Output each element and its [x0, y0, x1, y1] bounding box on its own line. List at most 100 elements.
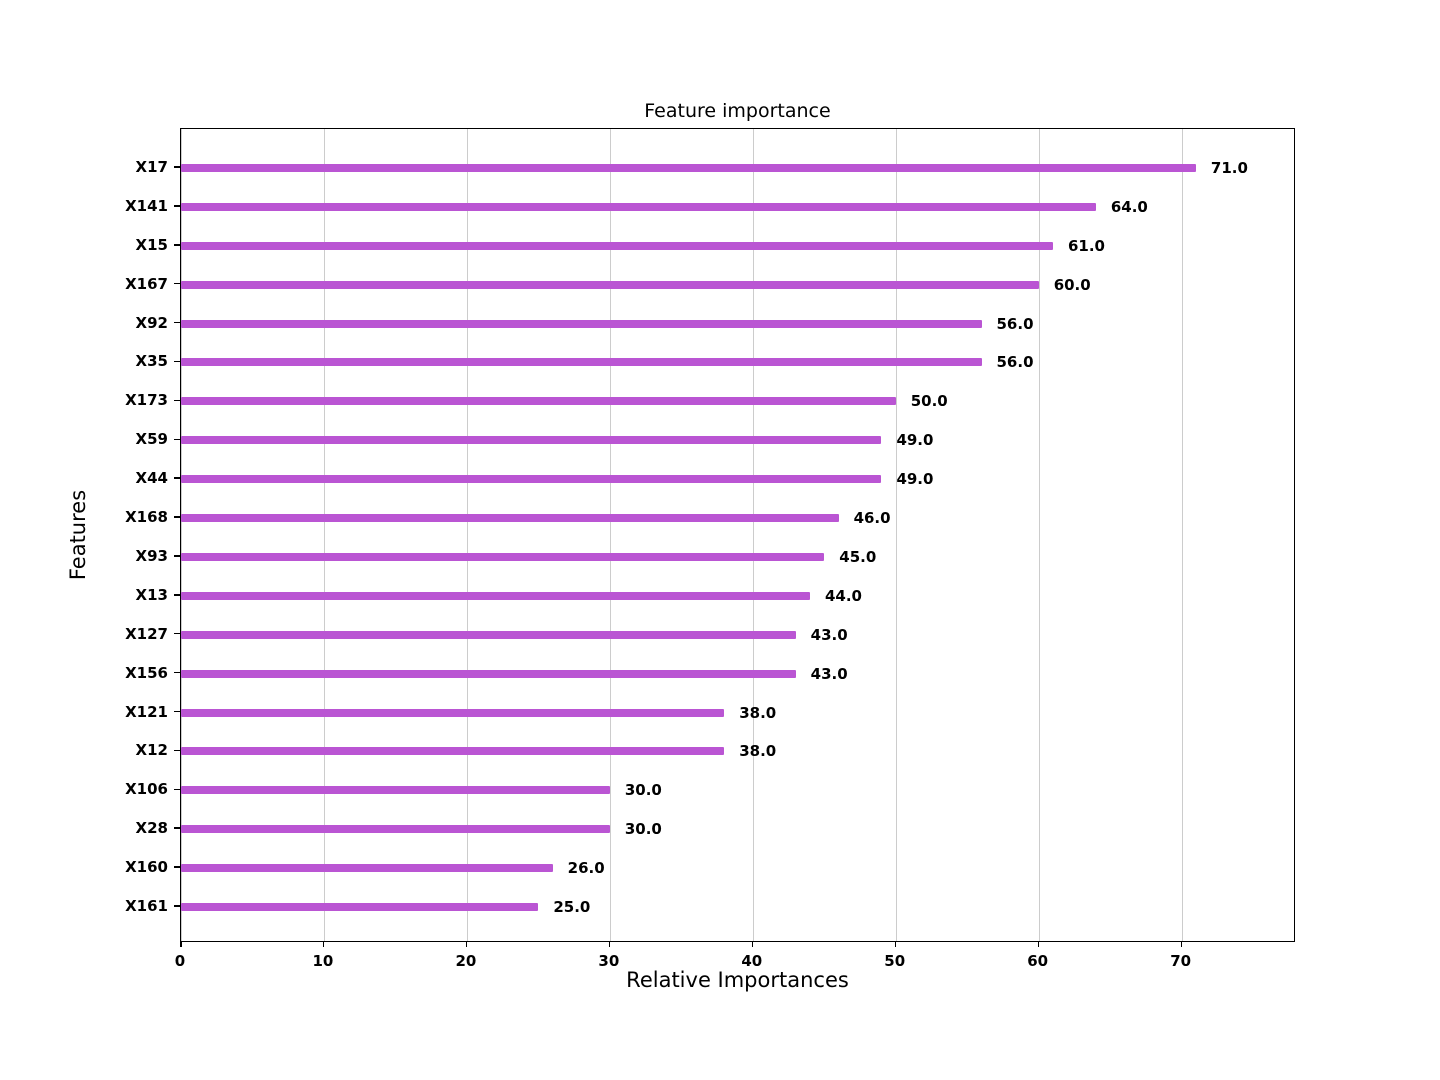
- x-tick-mark: [180, 942, 182, 947]
- bar-value-label: 38.0: [739, 742, 777, 761]
- x-axis-label: Relative Importances: [626, 968, 849, 992]
- x-tick-mark: [1037, 942, 1040, 947]
- bar-x168: [181, 514, 839, 523]
- chart-title: Feature importance: [644, 100, 831, 122]
- bar-value-label: 43.0: [810, 625, 848, 644]
- y-tick-label: X168: [125, 508, 168, 527]
- y-tick-mark: [174, 399, 180, 402]
- y-tick-mark: [174, 788, 180, 791]
- bar-value-label: 30.0: [624, 781, 662, 800]
- bar-x28: [181, 825, 610, 834]
- y-tick-label: X17: [135, 158, 168, 176]
- y-tick-label: X160: [125, 858, 168, 877]
- y-tick-mark: [174, 205, 180, 207]
- gridline: [1038, 129, 1040, 941]
- bar-value-label: 45.0: [839, 547, 877, 566]
- y-tick-label: X167: [125, 274, 168, 293]
- x-tick-mark: [465, 942, 468, 947]
- y-tick-mark: [174, 710, 180, 713]
- y-tick-mark: [174, 555, 180, 557]
- gridline: [609, 129, 611, 941]
- y-axis-label: Features: [66, 489, 90, 581]
- bar-value-label: 44.0: [824, 586, 862, 605]
- bar-x141: [181, 202, 1096, 211]
- x-tick-label: 30: [598, 952, 620, 970]
- bar-x92: [181, 319, 982, 328]
- gridline: [752, 129, 754, 941]
- bar-x17: [181, 164, 1196, 172]
- y-tick-mark: [174, 866, 180, 868]
- y-tick-label: X93: [135, 546, 168, 565]
- x-tick-label: 40: [741, 952, 763, 970]
- bar-x44: [181, 475, 882, 484]
- x-tick-mark: [322, 942, 325, 947]
- bar-x167: [181, 280, 1039, 289]
- bar-x156: [181, 669, 796, 678]
- gridline: [323, 129, 325, 941]
- y-tick-label: X12: [135, 741, 168, 760]
- y-tick-mark: [174, 438, 180, 440]
- bar-x161: [181, 903, 539, 911]
- bar-x12: [181, 747, 725, 756]
- bar-value-label: 64.0: [1110, 197, 1148, 216]
- y-tick-label: X141: [125, 196, 168, 215]
- gridline: [181, 129, 182, 941]
- bar-value-label: 49.0: [896, 470, 934, 489]
- bar-value-label: 50.0: [910, 392, 948, 411]
- bar-x127: [181, 630, 796, 639]
- bar-x93: [181, 552, 825, 561]
- x-tick-label: 10: [312, 952, 334, 970]
- bar-value-label: 26.0: [567, 859, 605, 878]
- x-tick-mark: [1180, 942, 1183, 947]
- y-tick-label: X106: [125, 780, 168, 799]
- bar-value-label: 56.0: [996, 353, 1034, 372]
- y-tick-mark: [174, 905, 180, 907]
- y-tick-mark: [174, 282, 180, 285]
- bar-value-label: 30.0: [624, 820, 662, 839]
- x-tick-label: 70: [1170, 952, 1192, 970]
- plot-area: 71.0 64.0 61.0 60.0 56.0 56.0 50.0 49.0 49.0 46.0…: [180, 128, 1295, 942]
- y-tick-mark: [174, 477, 180, 479]
- y-tick-label: X59: [135, 430, 168, 449]
- y-tick-label: X121: [125, 702, 168, 721]
- y-tick-label: X35: [135, 352, 168, 371]
- y-tick-label: X15: [135, 235, 168, 254]
- bar-x59: [181, 436, 882, 445]
- bar-x106: [181, 786, 610, 795]
- bar-value-label: 61.0: [1067, 236, 1105, 255]
- y-tick-mark: [174, 671, 180, 674]
- y-tick-mark: [174, 360, 180, 363]
- x-tick-mark: [608, 942, 611, 947]
- y-tick-mark: [174, 516, 180, 518]
- bar-value-label: 71.0: [1210, 159, 1248, 177]
- bar-x13: [181, 591, 810, 600]
- bar-value-label: 46.0: [853, 509, 891, 528]
- x-tick-mark: [894, 942, 897, 947]
- x-tick-mark: [751, 942, 754, 947]
- y-tick-mark: [174, 749, 180, 752]
- y-tick-label: X28: [135, 819, 168, 838]
- bar-value-label: 56.0: [996, 314, 1034, 333]
- y-tick-label: X156: [125, 663, 168, 682]
- bar-value-label: 25.0: [553, 898, 591, 916]
- gridline: [466, 129, 468, 941]
- y-tick-label: X44: [135, 469, 168, 488]
- bar-x160: [181, 864, 553, 873]
- bar-value-label: 43.0: [810, 664, 848, 683]
- x-tick-label: 50: [884, 952, 906, 970]
- gridline: [1181, 129, 1183, 941]
- y-tick-mark: [174, 166, 180, 168]
- bar-value-label: 38.0: [739, 703, 777, 722]
- y-tick-mark: [174, 632, 180, 635]
- x-tick-label: 0: [174, 952, 186, 970]
- y-tick-mark: [174, 594, 180, 596]
- y-tick-label: X92: [135, 313, 168, 332]
- gridline: [895, 129, 897, 941]
- x-tick-label: 60: [1027, 952, 1049, 970]
- bar-x173: [181, 397, 896, 406]
- y-tick-label: X13: [135, 585, 168, 604]
- y-tick-label: X161: [125, 897, 168, 915]
- y-tick-mark: [174, 244, 180, 246]
- bar-value-label: 49.0: [896, 431, 934, 450]
